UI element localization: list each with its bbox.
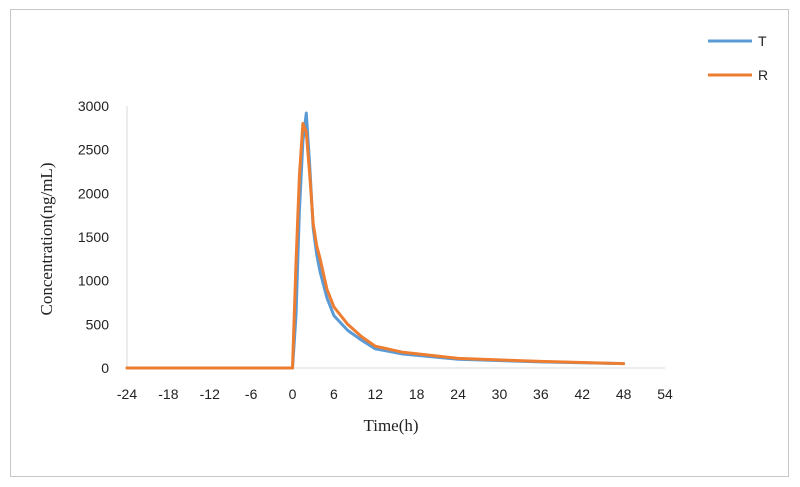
series-line-R [125,122,626,370]
legend-label-T: T [758,33,767,49]
y-tick-label: 2000 [78,185,109,201]
x-tick-label: 12 [368,386,384,402]
x-tick-label: -6 [245,386,258,402]
x-tick-label: 0 [289,386,297,402]
y-tick-label: 1000 [78,273,109,289]
x-tick-labels: -24 -18 -12 -6 0 6 12 18 24 30 36 42 48 54 [117,386,673,402]
x-tick-label: 42 [574,386,590,402]
y-tick-label: 0 [101,360,109,376]
x-tick-label: 30 [492,386,508,402]
x-tick-label: -24 [117,386,137,402]
y-tick-label: 2500 [78,142,109,158]
series-lines [125,111,626,370]
legend: TR [708,33,768,83]
x-tick-label: -12 [200,386,220,402]
x-tick-label: 6 [330,386,338,402]
x-tick-label: 24 [450,386,466,402]
x-tick-label: 48 [616,386,632,402]
x-tick-label: 18 [409,386,425,402]
x-tick-label: -18 [158,386,178,402]
x-tick-label: 54 [657,386,673,402]
y-tick-label: 1500 [78,229,109,245]
y-tick-label: 3000 [78,98,109,114]
series-line-T [125,111,626,370]
chart-frame [10,9,789,477]
y-tick-label: 500 [86,316,110,332]
legend-label-R: R [758,67,768,83]
axes [126,106,665,369]
y-tick-labels: 0 500 1000 1500 2000 2500 3000 [78,98,109,376]
y-axis-title: Concentration(ng/mL) [37,163,56,316]
x-tick-label: 36 [533,386,549,402]
x-axis-title: Time(h) [363,416,418,435]
